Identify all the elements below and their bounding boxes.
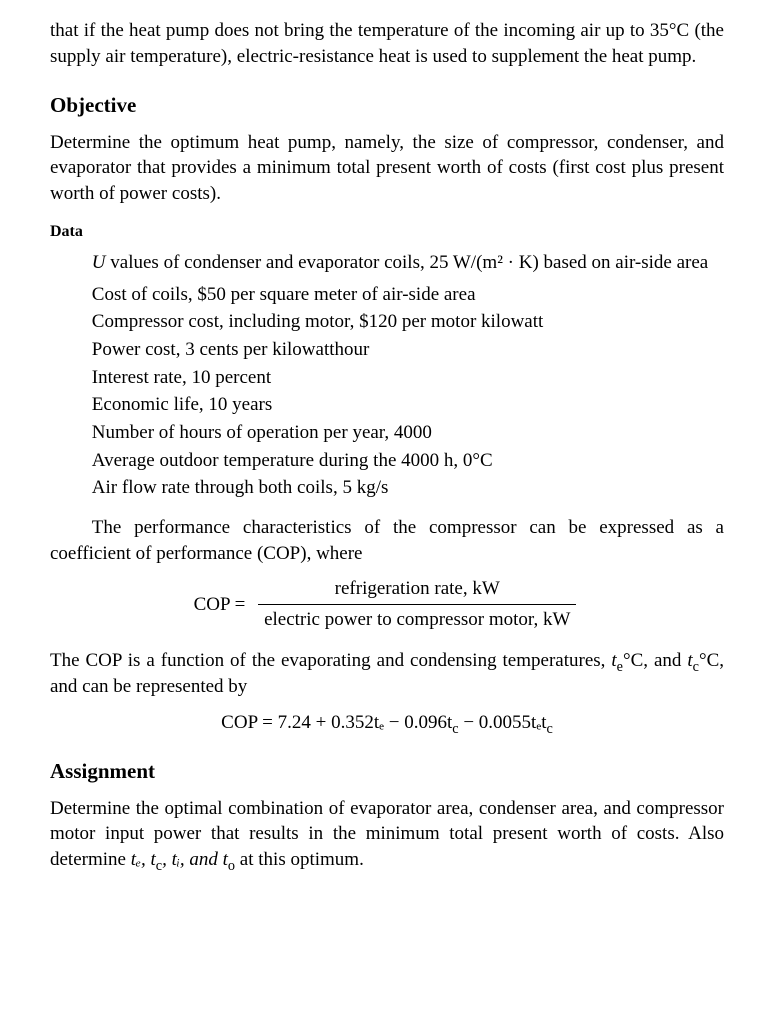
u-value-line: U values of condenser and evaporator coi…: [50, 250, 724, 276]
cop-func-mid1: °C, and: [623, 650, 687, 671]
cop-definition-equation: COP = refrigeration rate, kW electric po…: [50, 576, 724, 632]
data-item-list: Cost of coils, $50 per square meter of a…: [50, 282, 724, 501]
cop-fraction: refrigeration rate, kW electric power to…: [258, 576, 576, 632]
cop-formula-main: COP = 7.24 + 0.352tₑ − 0.096t: [221, 712, 452, 733]
cop-intro-text: The performance characteristics of the c…: [50, 515, 724, 566]
data-item: Interest rate, 10 percent: [50, 365, 724, 391]
data-item: Compressor cost, including motor, $120 p…: [50, 309, 724, 335]
u-symbol: U: [92, 252, 106, 273]
assignment-heading: Assignment: [50, 757, 724, 785]
cop-formula-tail: − 0.0055tₑt: [459, 712, 547, 733]
objective-heading: Objective: [50, 91, 724, 119]
assignment-vars1: tₑ, t: [131, 849, 156, 870]
data-item: Number of hours of operation per year, 4…: [50, 420, 724, 446]
cop-denominator: electric power to compressor motor, kW: [258, 604, 576, 633]
cop-function-text: The COP is a function of the evaporating…: [50, 648, 724, 699]
assignment-text: Determine the optimal combination of eva…: [50, 796, 724, 873]
data-item: Economic life, 10 years: [50, 392, 724, 418]
data-item: Power cost, 3 cents per kilowatthour: [50, 337, 724, 363]
data-item: Air flow rate through both coils, 5 kg/s: [50, 475, 724, 501]
objective-text: Determine the optimum heat pump, namely,…: [50, 130, 724, 207]
cop-label: COP =: [194, 592, 246, 618]
data-item: Average outdoor temperature during the 4…: [50, 448, 724, 474]
cop-func-pre: The COP is a function of the evaporating…: [50, 650, 611, 671]
cop-formula-equation: COP = 7.24 + 0.352tₑ − 0.096t c − 0.0055t…: [50, 710, 724, 736]
cop-numerator: refrigeration rate, kW: [258, 576, 576, 604]
u-value-text: values of condenser and evaporator coils…: [106, 252, 709, 273]
intro-paragraph: that if the heat pump does not bring the…: [50, 18, 724, 69]
sub-c2: c: [547, 721, 553, 737]
assignment-post: at this optimum.: [235, 849, 364, 870]
data-item: Cost of coils, $50 per square meter of a…: [50, 282, 724, 308]
assignment-vars2: , tᵢ, and t: [162, 849, 228, 870]
data-heading: Data: [50, 221, 724, 243]
